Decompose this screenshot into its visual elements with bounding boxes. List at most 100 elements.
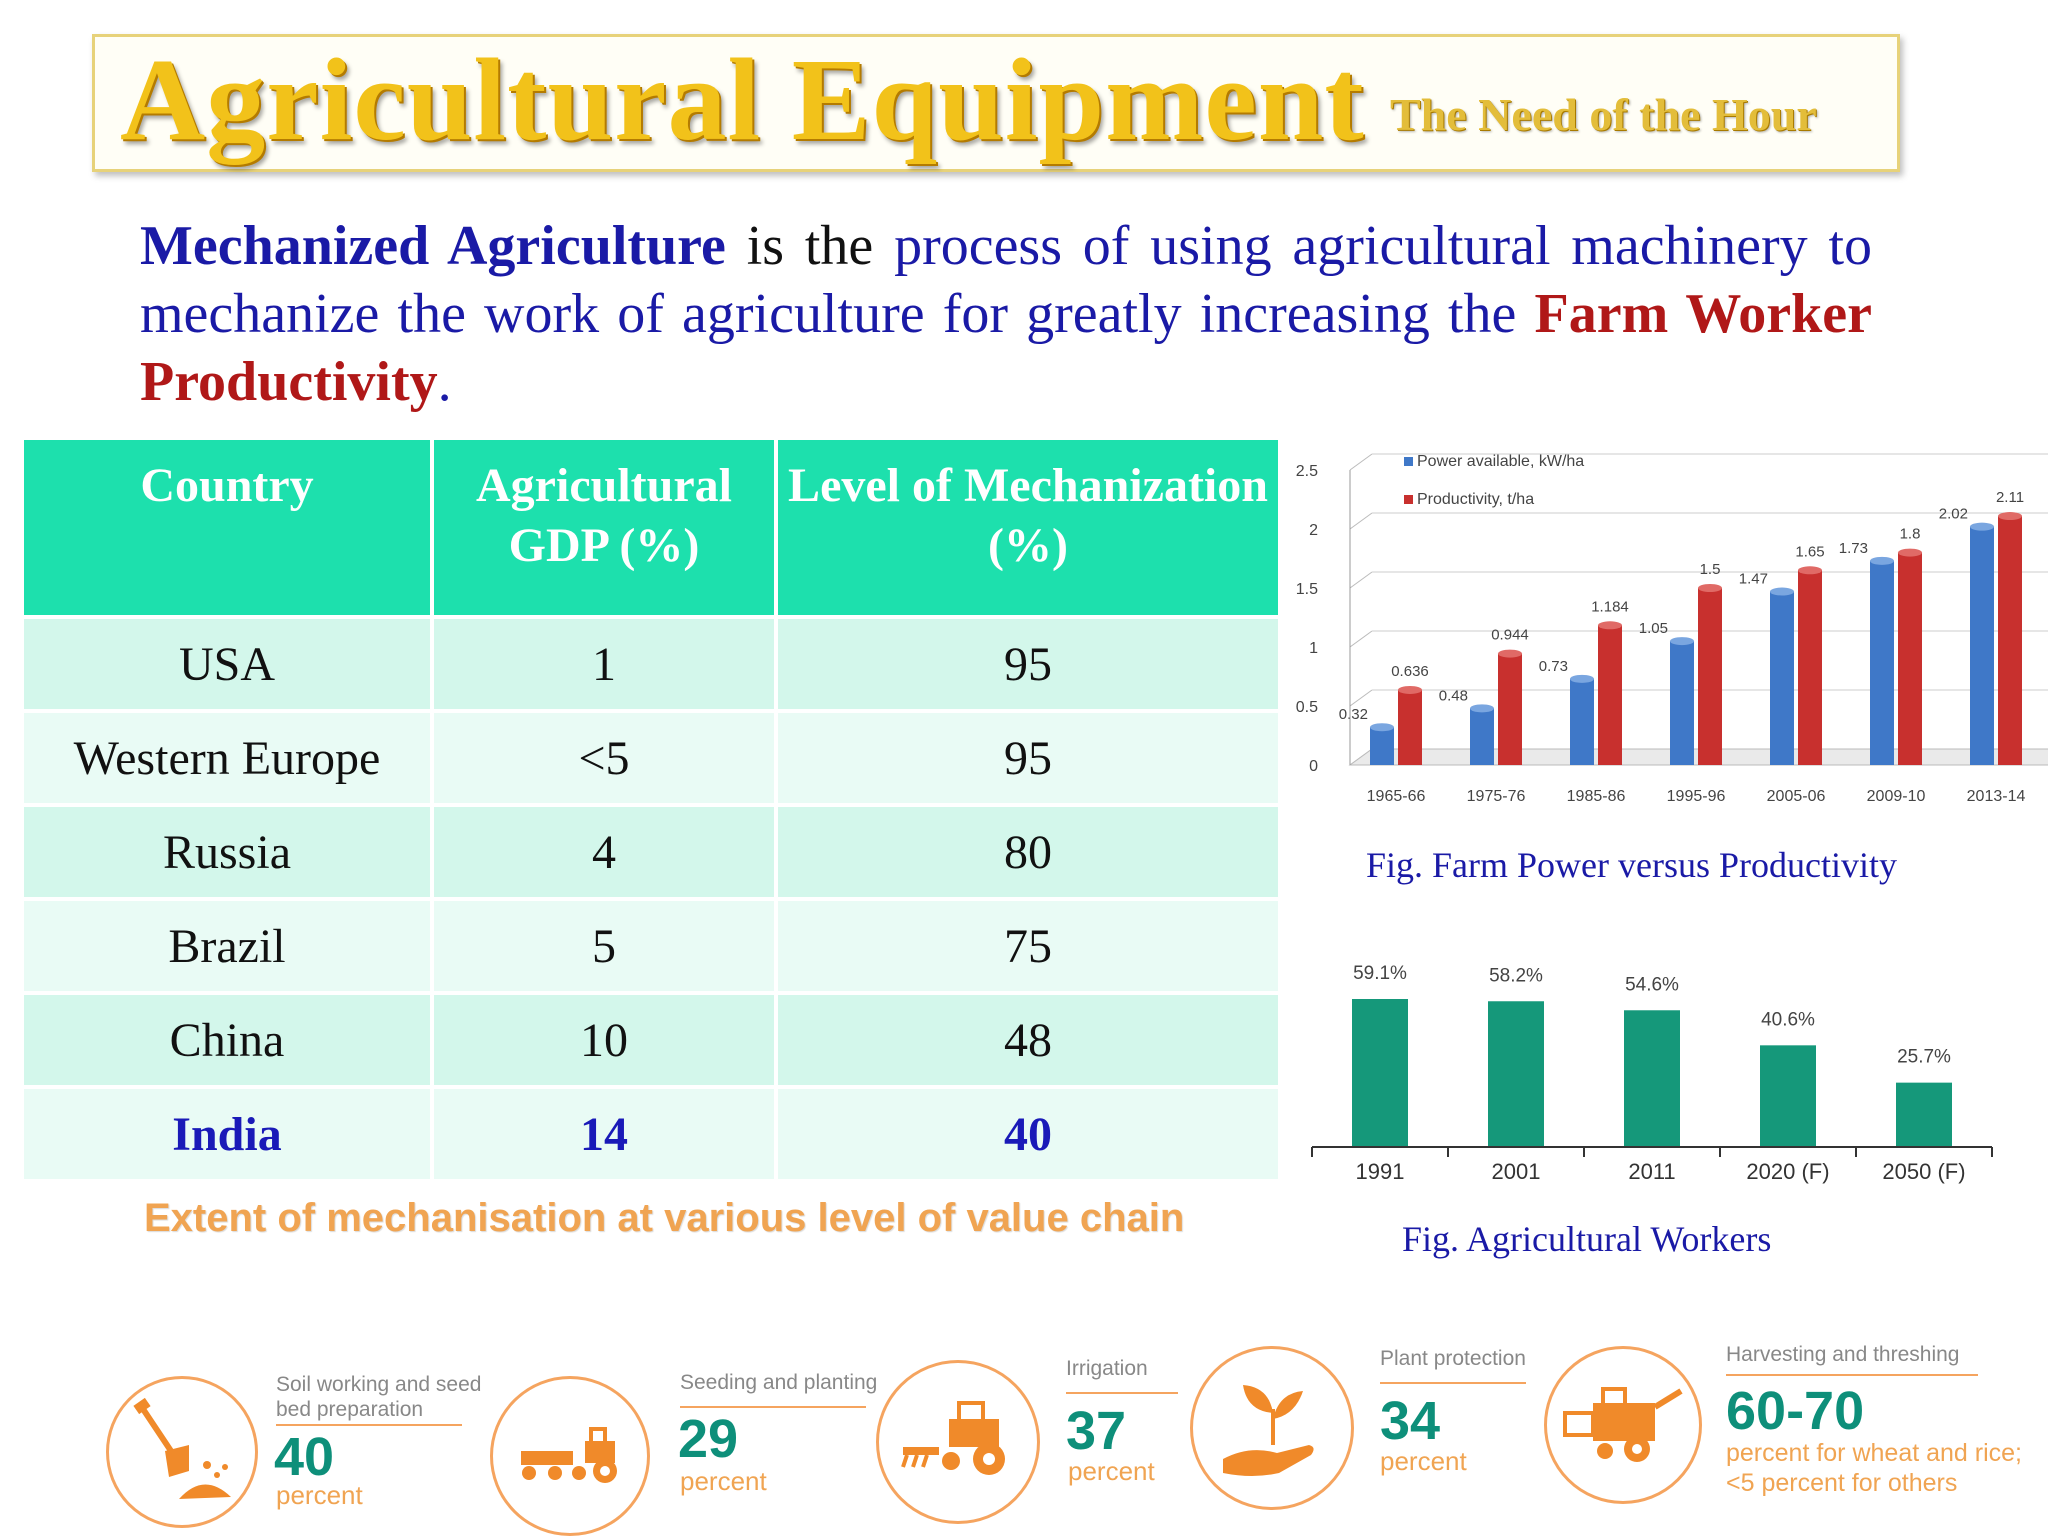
- header-country: Country: [24, 440, 434, 619]
- bar-productivity: [1698, 588, 1722, 765]
- x-tick-label: 1995-96: [1667, 788, 1726, 805]
- cell-mechanization: 48: [776, 993, 1282, 1089]
- bar-top: [1970, 522, 1994, 531]
- bar-top: [1470, 704, 1494, 713]
- stage-irrigation-unit: percent: [1068, 1456, 1155, 1486]
- chart-caption-power: Fig. Farm Power versus Productivity: [1366, 845, 1897, 885]
- y-tick-label: 1.5: [1296, 581, 1318, 598]
- data-label: 0.944: [1491, 627, 1529, 644]
- bar-productivity: [1398, 689, 1422, 765]
- bar-power: [1870, 560, 1894, 765]
- table-row: USA 1 95: [24, 617, 1282, 713]
- bar-workers: [1760, 1045, 1816, 1147]
- table-row: China 10 48: [24, 993, 1282, 1089]
- x-tick-label: 1991: [1356, 1159, 1405, 1184]
- bar-top: [1570, 674, 1594, 683]
- grid-line: [1349, 571, 1373, 589]
- header-mechanization: Level of Mechanization (%): [776, 440, 1282, 619]
- data-label: 1.47: [1739, 571, 1768, 588]
- definition-connector: is the: [725, 215, 895, 277]
- stage-protection-unit: percent: [1380, 1446, 1467, 1476]
- stage-seeding-label: Seeding and planting: [680, 1371, 878, 1394]
- bar-top: [1398, 685, 1422, 694]
- bar-productivity: [1498, 653, 1522, 765]
- bar-productivity: [1598, 625, 1622, 765]
- bar-power: [1470, 708, 1494, 765]
- chart-axis: 0 0.5 1 1.5 2 2.5 1965-66 1975-76 1985-86 1995-96…: [1296, 463, 2026, 805]
- cell-gdp: 10: [432, 993, 778, 1089]
- bar-top: [1370, 723, 1394, 732]
- cell-gdp: 1: [432, 617, 778, 713]
- bar-power: [1370, 727, 1394, 765]
- stage-soil-label-line2: bed preparation: [276, 1398, 424, 1421]
- power-productivity-chart: 0.32 0.636 0.48 0.944 0.73 1.184 1.05 1.5 1.47 1.…: [1296, 453, 2048, 805]
- definition-paragraph: Mechanized Agriculture is the process of…: [140, 212, 1872, 416]
- x-tick-label: 1985-86: [1567, 788, 1626, 805]
- stage-harvesting-circle: [1544, 1346, 1702, 1504]
- table-row: Brazil 5 75: [24, 899, 1282, 995]
- data-label: 0.636: [1391, 663, 1429, 680]
- bar-workers: [1624, 1010, 1680, 1147]
- cell-country: India: [24, 1087, 434, 1183]
- bar-productivity: [1998, 516, 2022, 765]
- bar-power: [1770, 591, 1794, 765]
- stage-protection-circle: [1190, 1346, 1354, 1510]
- data-label: 54.6%: [1625, 974, 1679, 995]
- agricultural-workers-chart: 59.1% 58.2% 54.6% 40.6% 25.7% 1991 2001 2011 20…: [1311, 963, 1993, 1184]
- bar-top: [1698, 584, 1722, 592]
- seeder-tractor-icon: [521, 1427, 617, 1483]
- bar-top: [1898, 548, 1922, 557]
- stage-soil-circle: [106, 1376, 258, 1528]
- table-row: Western Europe <5 95: [24, 711, 1282, 807]
- x-tick-label: 2005-06: [1767, 788, 1826, 805]
- cell-country: Brazil: [24, 899, 434, 995]
- x-tick-label: 1975-76: [1467, 788, 1526, 805]
- cell-mechanization: 95: [776, 711, 1282, 807]
- data-label: 40.6%: [1761, 1009, 1815, 1030]
- bar-productivity: [1898, 552, 1922, 765]
- data-label: 0.32: [1339, 706, 1368, 723]
- stage-soil-value: 40: [274, 1427, 335, 1487]
- shovel-soil-icon: [133, 1397, 231, 1499]
- data-label: 59.1%: [1353, 963, 1407, 984]
- bar-productivity: [1798, 570, 1822, 765]
- x-tick-label: 2011: [1628, 1159, 1675, 1184]
- bar-workers: [1896, 1082, 1952, 1147]
- mechanization-table: Country Agricultural GDP (%) Level of Me…: [24, 440, 1282, 1183]
- hand-plant-icon: [1223, 1385, 1314, 1476]
- value-chain: Soil working and seed bed preparation 40 …: [0, 1330, 2048, 1536]
- y-tick-label: 1: [1309, 640, 1318, 657]
- bar-top: [1498, 649, 1522, 658]
- x-tick-label: 2020 (F): [1746, 1159, 1829, 1184]
- bar-top: [1798, 566, 1822, 575]
- bar-top: [1598, 621, 1622, 630]
- stage-protection-label: Plant protection: [1380, 1347, 1526, 1370]
- data-label: 1.65: [1795, 543, 1824, 560]
- y-tick-label: 2.5: [1296, 463, 1318, 480]
- data-label: 1.73: [1839, 540, 1868, 557]
- stage-irrigation-value: 37: [1066, 1401, 1127, 1461]
- y-tick-label: 0: [1309, 758, 1318, 775]
- stage-harvesting-note-2: <5 percent for others: [1726, 1469, 1958, 1497]
- bar-power: [1570, 678, 1594, 765]
- table-header-row: Country Agricultural GDP (%) Level of Me…: [24, 440, 1282, 619]
- chart-bars: [1370, 512, 2022, 765]
- data-label: 0.73: [1539, 658, 1568, 675]
- cell-mechanization: 95: [776, 617, 1282, 713]
- x-tick-label: 2001: [1492, 1159, 1541, 1184]
- page-subtitle: The Need of the Hour: [1390, 89, 1817, 140]
- legend-swatch-power: [1404, 457, 1413, 466]
- stage-soil-divider: [276, 1424, 462, 1426]
- data-label: 0.48: [1439, 687, 1468, 704]
- chart-axis: 1991 2001 2011 2020 (F) 2050 (F): [1311, 1146, 1993, 1184]
- cell-gdp: 14: [432, 1087, 778, 1183]
- combine-harvester-icon: [1563, 1387, 1683, 1462]
- definition-body: process of using agricultural machinery …: [140, 215, 1872, 345]
- table-row: Russia 4 80: [24, 805, 1282, 901]
- bar-power: [1970, 526, 1994, 765]
- stage-soil-unit: percent: [276, 1480, 363, 1510]
- table-row-highlighted: India 14 40: [24, 1087, 1282, 1183]
- bar-top: [1670, 637, 1694, 646]
- legend-swatch-productivity: [1404, 495, 1413, 504]
- grid-line: [1349, 512, 1373, 530]
